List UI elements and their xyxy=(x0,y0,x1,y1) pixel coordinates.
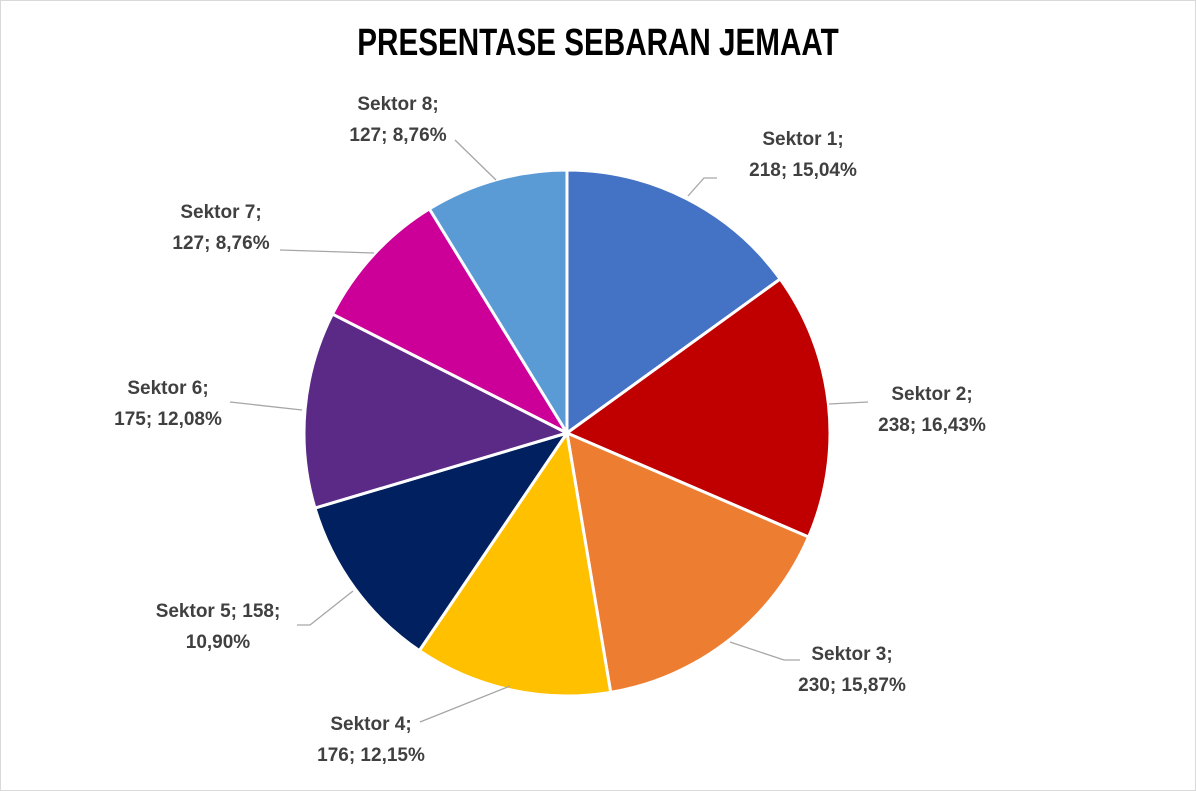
pie-slice-sektor-5 xyxy=(313,431,569,653)
leader-line-sektor-5 xyxy=(297,590,354,626)
pie-slice-sektor-4 xyxy=(417,431,613,698)
data-label-sektor-2: Sektor 2; 238; 16,43% xyxy=(878,384,986,436)
leader-line-sektor-1 xyxy=(687,177,717,197)
pie-slice-sektor-2 xyxy=(565,277,832,539)
data-label-sektor-1: Sektor 1; 218; 15,04% xyxy=(749,129,857,181)
data-label-sektor-7: Sektor 7; 127; 8,76% xyxy=(172,202,269,254)
data-label-sektor-5: Sektor 5; 158; 10,90% xyxy=(156,601,281,653)
leader-line-sektor-6 xyxy=(229,401,303,411)
data-label-sektor-6: Sektor 6; 175; 12,08% xyxy=(114,378,222,430)
chart-title: PRESENTASE SEBARAN JEMAAT xyxy=(357,22,839,64)
data-label-sektor-3: Sektor 3; 230; 15,87% xyxy=(798,644,906,696)
leader-line-sektor-8 xyxy=(454,139,497,181)
leader-line-sektor-2 xyxy=(828,401,869,405)
leader-line-sektor-3 xyxy=(729,641,800,661)
leader-line-sektor-7 xyxy=(279,249,375,254)
data-label-sektor-4: Sektor 4; 176; 12,15% xyxy=(317,714,425,766)
pie-slice-sektor-3 xyxy=(565,431,811,694)
leader-line-sektor-4 xyxy=(419,685,511,723)
pie-slice-sektor-7 xyxy=(330,207,569,435)
data-label-sektor-8: Sektor 8; 127; 8,76% xyxy=(349,94,446,146)
pie-slice-sektor-1 xyxy=(565,168,782,435)
pie-slice-sektor-6 xyxy=(302,312,569,510)
